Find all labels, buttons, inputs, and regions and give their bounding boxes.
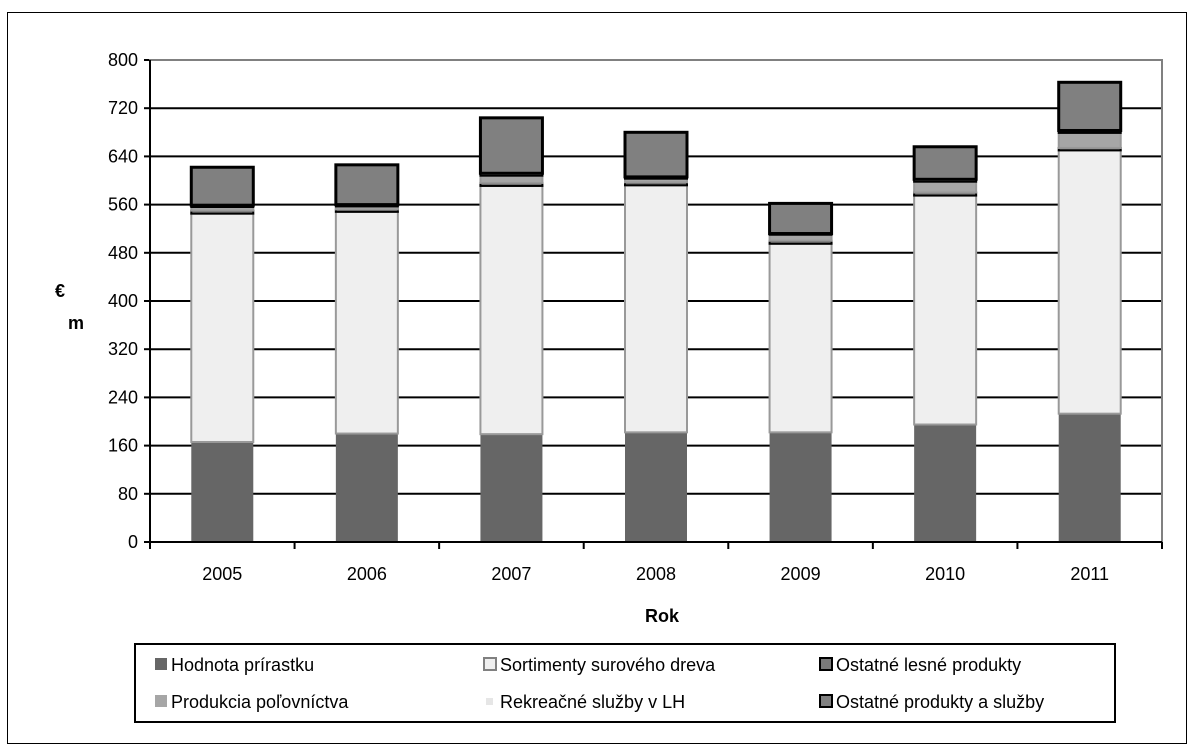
legend-box: [134, 643, 1116, 723]
bar-2006-series-0: [335, 433, 398, 542]
y-tick-label-160: 160: [108, 436, 138, 456]
y-tick-label-480: 480: [108, 243, 138, 263]
bar-2009-series-0: [769, 432, 832, 542]
legend-label-5: Ostatné produkty a služby: [836, 692, 1044, 712]
x-tick-label-2008: 2008: [636, 564, 676, 584]
y-tick-label-80: 80: [118, 484, 138, 504]
legend-swatch-5: [819, 694, 833, 708]
x-tick-label-2005: 2005: [202, 564, 242, 584]
bar-2011-series-5: [1057, 80, 1123, 132]
y-tick-label-400: 400: [108, 291, 138, 311]
bar-2009-series-1: [768, 242, 833, 434]
legend-label-4: Rekreačné služby v LH: [500, 692, 685, 712]
x-tick-label-2007: 2007: [491, 564, 531, 584]
bar-2010-series-5: [912, 145, 978, 181]
bar-2005-series-5: [189, 165, 255, 207]
x-tick-label-2009: 2009: [781, 564, 821, 584]
y-tick-labels: 0 80 160 240 320 400 480 560 640 720 800: [108, 50, 138, 552]
x-tick-label-2006: 2006: [347, 564, 387, 584]
bar-2006-series-1: [334, 210, 399, 435]
legend-label-0: Hodnota prírastku: [171, 655, 314, 675]
bar-2007-series-0: [480, 434, 543, 542]
bar-2010-series-1: [913, 194, 978, 426]
x-tick-label-2010: 2010: [925, 564, 965, 584]
y-tick-label-240: 240: [108, 387, 138, 407]
bar-2011-series-0: [1058, 413, 1121, 542]
y-tick-label-320: 320: [108, 339, 138, 359]
axes: [144, 59, 1163, 549]
bar-2011-series-1: [1057, 149, 1122, 415]
bar-2007-series-3: [479, 174, 544, 184]
bars: [189, 80, 1123, 542]
bar-2009-series-5: [768, 201, 834, 236]
bar-2008-series-0: [625, 432, 687, 542]
y-tick-label-0: 0: [128, 532, 138, 552]
bar-2008-series-5: [623, 130, 689, 179]
legend-label-2: Ostatné lesné produkty: [836, 655, 1021, 675]
legend-swatch-1: [483, 657, 497, 671]
bar-2011-series-3: [1057, 131, 1122, 149]
bar-2010-series-3: [913, 180, 978, 194]
bar-2007-series-1: [479, 184, 544, 436]
legend: Hodnota prírastku Sortimenty surového dre…: [134, 643, 1116, 723]
y-tick-label-800: 800: [108, 50, 138, 70]
legend-label-1: Sortimenty surového dreva: [500, 655, 716, 675]
bar-2007-series-5: [478, 116, 544, 175]
bar-2005-series-1: [190, 212, 255, 443]
legend-swatch-4: [486, 698, 493, 705]
bar-2008-series-1: [624, 184, 688, 434]
y-tick-label-560: 560: [108, 195, 138, 215]
bar-2010-series-0: [914, 424, 977, 542]
legend-label-3: Produkcia poľovníctva: [171, 692, 349, 712]
legend-swatch-0: [155, 658, 167, 670]
legend-swatch-3: [155, 695, 167, 707]
x-axis-title: Rok: [645, 606, 680, 626]
bar-2005-series-0: [191, 441, 254, 542]
bar-2006-series-5: [334, 163, 400, 207]
y-axis-title-line-2: m: [68, 313, 84, 333]
x-tick-label-2011: 2011: [1070, 564, 1109, 584]
y-tick-label-720: 720: [108, 98, 138, 118]
y-tick-label-640: 640: [108, 146, 138, 166]
x-tick-labels: 2005 2006 2007 2008 2009 2010 2011: [202, 564, 1109, 584]
y-axis-title-line-1: €: [55, 281, 65, 301]
legend-swatch-2: [819, 657, 833, 671]
